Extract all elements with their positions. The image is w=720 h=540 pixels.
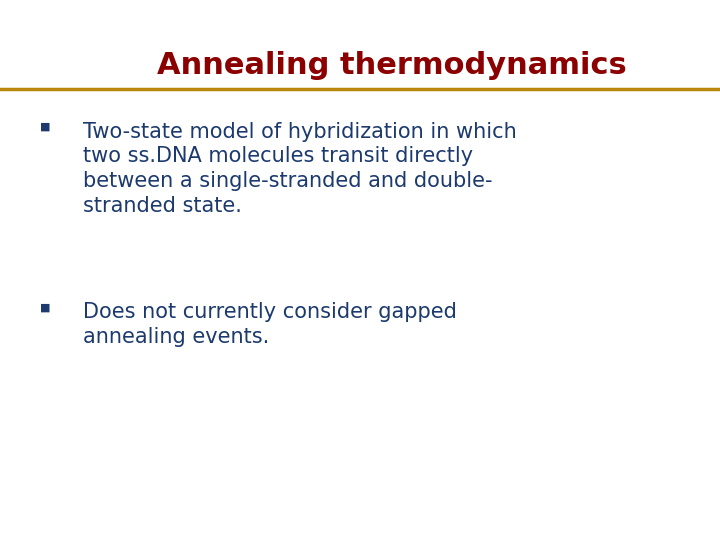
Text: Annealing thermodynamics: Annealing thermodynamics <box>157 51 626 80</box>
Text: Two-state model of hybridization in which
two ss.DNA molecules transit directly
: Two-state model of hybridization in whic… <box>83 122 516 216</box>
Text: ■: ■ <box>40 302 50 313</box>
Text: Does not currently consider gapped
annealing events.: Does not currently consider gapped annea… <box>83 302 456 347</box>
Text: ■: ■ <box>40 122 50 132</box>
